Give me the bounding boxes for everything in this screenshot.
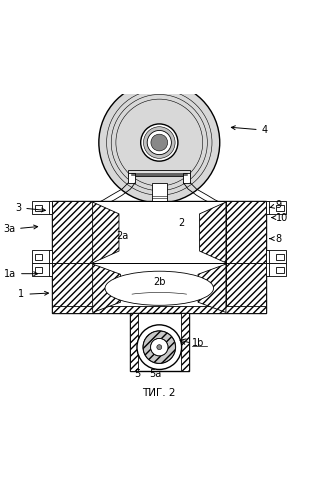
- Bar: [152, 183, 167, 202]
- Bar: [266, 250, 286, 263]
- Bar: [52, 263, 93, 313]
- Bar: [266, 263, 269, 276]
- Bar: [52, 202, 93, 263]
- Bar: [52, 306, 266, 313]
- Bar: [52, 263, 266, 313]
- Bar: [49, 263, 52, 276]
- Bar: [266, 202, 286, 215]
- Bar: [32, 263, 52, 276]
- Ellipse shape: [105, 271, 214, 305]
- Circle shape: [143, 331, 175, 363]
- Text: 3a: 3a: [3, 225, 37, 235]
- Text: 10: 10: [272, 213, 288, 223]
- Bar: [49, 202, 52, 215]
- Text: 1: 1: [18, 289, 49, 299]
- Bar: [32, 250, 52, 263]
- Text: 1a: 1a: [4, 268, 37, 278]
- Text: 2: 2: [178, 218, 184, 228]
- Bar: [128, 170, 190, 176]
- Text: 2b: 2b: [153, 277, 166, 287]
- Bar: [128, 173, 135, 183]
- Bar: [35, 254, 43, 260]
- Bar: [93, 263, 226, 313]
- Bar: [130, 313, 138, 371]
- Bar: [276, 267, 284, 273]
- Text: 8: 8: [270, 234, 282, 244]
- Bar: [49, 250, 52, 263]
- Circle shape: [151, 134, 168, 151]
- Bar: [226, 263, 266, 313]
- Bar: [93, 202, 226, 263]
- Bar: [130, 313, 189, 371]
- Text: ΤИГ. 2: ΤИГ. 2: [143, 388, 176, 398]
- Text: 3: 3: [15, 203, 45, 213]
- Text: 5a: 5a: [149, 369, 161, 379]
- Bar: [52, 202, 266, 263]
- Wedge shape: [143, 331, 175, 363]
- Bar: [181, 313, 189, 371]
- Bar: [226, 202, 266, 263]
- Bar: [183, 173, 190, 183]
- Text: 1b: 1b: [192, 338, 204, 348]
- Bar: [276, 254, 284, 260]
- Bar: [266, 202, 269, 215]
- Circle shape: [147, 130, 171, 155]
- Bar: [266, 263, 286, 276]
- Circle shape: [151, 338, 168, 356]
- Text: 2a: 2a: [116, 231, 128, 241]
- Circle shape: [137, 325, 182, 369]
- Text: 4: 4: [231, 125, 268, 135]
- Circle shape: [143, 127, 175, 158]
- Bar: [35, 205, 43, 211]
- Circle shape: [99, 82, 220, 203]
- Circle shape: [141, 124, 178, 161]
- Polygon shape: [93, 264, 121, 312]
- Polygon shape: [198, 264, 226, 312]
- Bar: [266, 250, 269, 263]
- Text: 9: 9: [270, 200, 282, 210]
- Bar: [35, 267, 43, 273]
- Bar: [276, 205, 284, 211]
- Text: 5: 5: [135, 369, 141, 379]
- Polygon shape: [200, 202, 226, 263]
- Bar: [32, 202, 52, 215]
- Polygon shape: [93, 202, 119, 263]
- Circle shape: [157, 345, 162, 350]
